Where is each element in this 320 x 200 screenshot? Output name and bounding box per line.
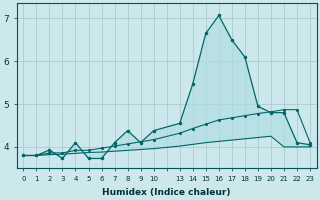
X-axis label: Humidex (Indice chaleur): Humidex (Indice chaleur) (102, 188, 231, 197)
